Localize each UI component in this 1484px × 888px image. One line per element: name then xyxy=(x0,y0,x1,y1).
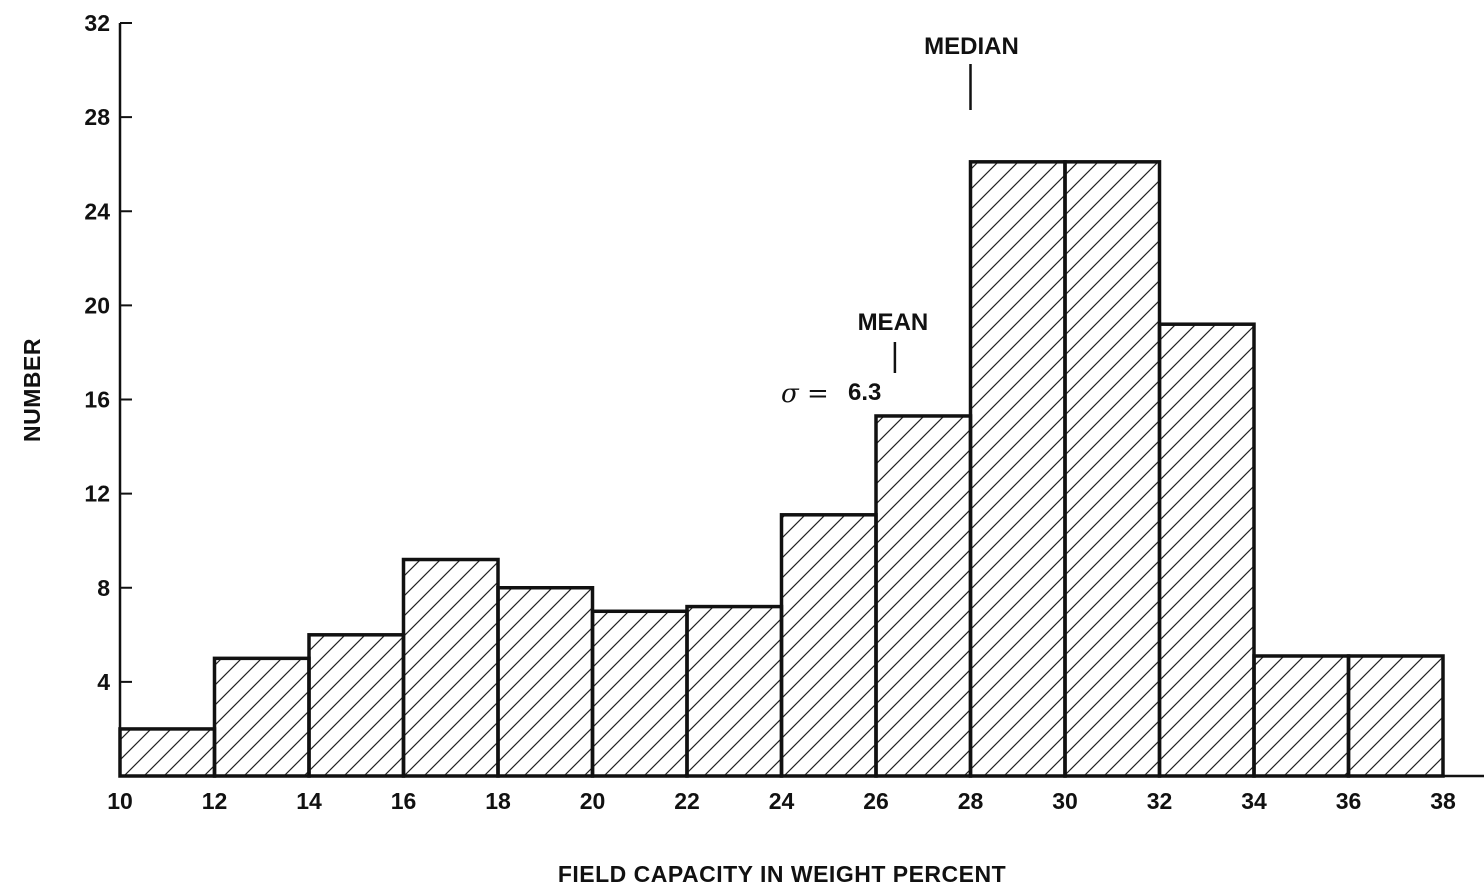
y-tick-label: 32 xyxy=(84,10,110,36)
histogram-bar xyxy=(968,160,1067,778)
x-tick-label: 26 xyxy=(863,788,889,814)
x-tick-label: 14 xyxy=(296,788,322,814)
histogram-bar xyxy=(1346,654,1445,778)
x-tick-label: 20 xyxy=(580,788,606,814)
x-tick-label: 36 xyxy=(1336,788,1362,814)
x-tick-label: 32 xyxy=(1147,788,1173,814)
y-tick-label: 8 xyxy=(97,575,110,601)
x-tick-labels: 10 12 14 16 18 20 22 24 26 28 30 32 34 36 38 xyxy=(107,788,1456,814)
x-tick-label: 30 xyxy=(1052,788,1078,814)
histogram-bar xyxy=(590,609,689,778)
histogram-bar xyxy=(212,656,311,778)
histogram-bar xyxy=(1063,160,1162,778)
histogram-bar xyxy=(1157,322,1256,778)
histogram-bar xyxy=(496,586,595,778)
y-tick-label: 28 xyxy=(84,104,110,130)
x-tick-label: 16 xyxy=(391,788,417,814)
x-tick-label: 38 xyxy=(1430,788,1456,814)
histogram-bar xyxy=(118,727,217,778)
histogram-bar xyxy=(401,557,500,778)
histogram-bar xyxy=(307,633,406,778)
x-tick-label: 34 xyxy=(1241,788,1267,814)
mean-label: MEAN xyxy=(858,309,929,336)
histogram-bar xyxy=(1252,654,1351,778)
y-tick-label: 4 xyxy=(97,669,110,695)
x-tick-label: 22 xyxy=(674,788,700,814)
y-tick-label: 16 xyxy=(84,387,110,413)
y-tick-label: 20 xyxy=(84,292,110,318)
axes-group xyxy=(118,22,1484,778)
x-tick-label: 24 xyxy=(769,788,795,814)
sigma-symbol: σ = xyxy=(781,379,829,409)
y-tick-label: 12 xyxy=(84,481,110,507)
x-tick-label: 10 xyxy=(107,788,133,814)
histogram-bar xyxy=(779,513,878,778)
histogram-bar xyxy=(685,604,784,778)
y-axis-label: NUMBER xyxy=(19,338,45,442)
sigma-value: 6.3 xyxy=(848,379,881,406)
x-tick-label: 18 xyxy=(485,788,511,814)
bars-group xyxy=(118,160,1445,778)
y-tick-label: 24 xyxy=(84,198,110,224)
x-tick-label: 12 xyxy=(202,788,228,814)
y-tick-labels: 4 8 12 16 20 24 28 32 xyxy=(84,10,110,695)
annotations-group: MEDIAN MEAN σ = 6.3 xyxy=(781,33,1019,409)
x-tick-label: 28 xyxy=(958,788,984,814)
x-axis-label: FIELD CAPACITY IN WEIGHT PERCENT xyxy=(558,861,1006,887)
median-label: MEDIAN xyxy=(924,33,1019,60)
histogram-bar xyxy=(874,414,973,778)
